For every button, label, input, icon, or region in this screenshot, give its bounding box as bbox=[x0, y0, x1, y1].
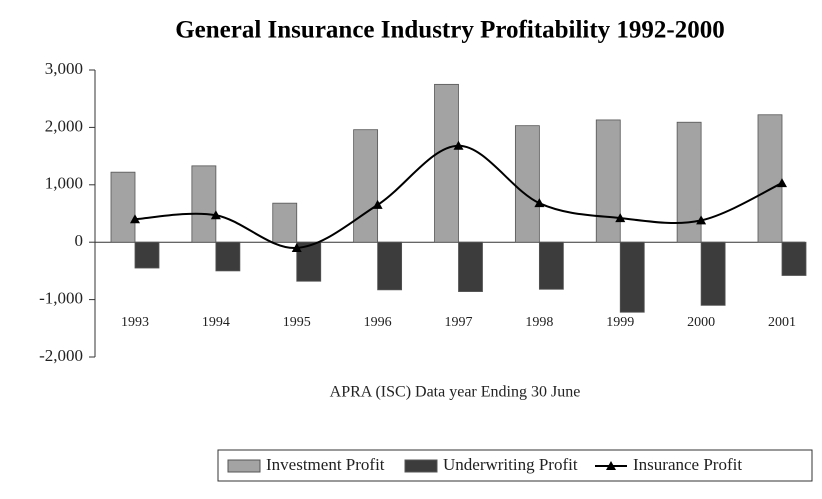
bar bbox=[757, 114, 783, 243]
y-tick-label: 2,000 bbox=[45, 116, 83, 135]
legend-swatch bbox=[227, 459, 261, 473]
bar bbox=[215, 241, 241, 272]
line-marker bbox=[777, 178, 787, 188]
bar bbox=[434, 83, 459, 243]
bar bbox=[595, 119, 621, 243]
y-tick-label: -2,000 bbox=[39, 346, 83, 365]
x-tick-label: 1997 bbox=[445, 315, 473, 330]
line-marker bbox=[534, 198, 545, 208]
y-tick-label: 0 bbox=[75, 231, 84, 250]
legend-label: Underwriting Profit bbox=[443, 455, 578, 474]
bar bbox=[538, 241, 564, 290]
chart-title: General Insurance Industry Profitability… bbox=[175, 17, 725, 44]
legend-marker bbox=[606, 461, 616, 470]
x-tick-label: 1995 bbox=[283, 315, 311, 330]
bar bbox=[110, 171, 136, 243]
x-tick-label: 1993 bbox=[121, 315, 149, 330]
bar bbox=[781, 241, 807, 276]
bar bbox=[700, 241, 726, 306]
line-marker bbox=[210, 210, 221, 220]
x-tick-label: 1998 bbox=[525, 315, 553, 330]
line-marker bbox=[291, 242, 302, 252]
y-tick-label: 1,000 bbox=[45, 174, 83, 193]
legend-box bbox=[217, 449, 813, 482]
legend-label: Investment Profit bbox=[266, 455, 385, 474]
x-tick-label: 1996 bbox=[364, 315, 392, 330]
legend-swatch bbox=[404, 459, 438, 473]
legend-label: Insurance Profit bbox=[633, 455, 742, 474]
bar bbox=[514, 125, 540, 243]
bar bbox=[134, 241, 160, 269]
bar bbox=[272, 202, 298, 243]
x-tick-label: 2001 bbox=[768, 315, 796, 330]
bar bbox=[296, 241, 322, 282]
x-tick-label: 1999 bbox=[606, 315, 634, 330]
bar bbox=[353, 129, 379, 243]
bar bbox=[458, 241, 483, 292]
line-marker bbox=[696, 215, 707, 225]
line-marker bbox=[130, 214, 140, 224]
bar bbox=[191, 165, 217, 243]
line-marker bbox=[453, 140, 464, 150]
bar bbox=[619, 241, 645, 313]
line-marker bbox=[372, 199, 383, 209]
line-marker bbox=[615, 213, 626, 223]
y-tick-label: 3,000 bbox=[45, 59, 83, 78]
y-tick-label: -1,000 bbox=[39, 289, 83, 308]
bar bbox=[377, 241, 403, 291]
x-tick-label: 2000 bbox=[687, 315, 715, 330]
x-tick-label: 1994 bbox=[202, 315, 230, 330]
x-axis-label: APRA (ISC) Data year Ending 30 June bbox=[330, 384, 581, 401]
